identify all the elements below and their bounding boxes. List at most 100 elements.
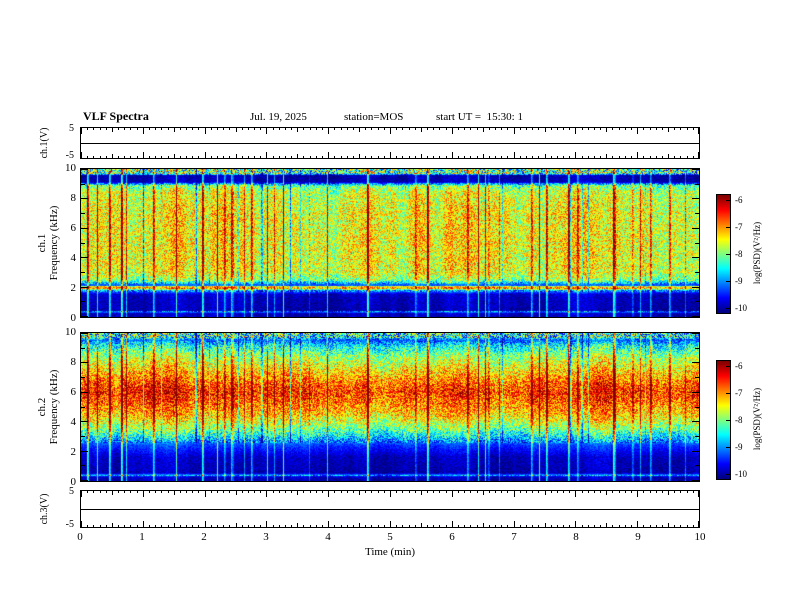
tick-mark: [600, 156, 601, 158]
tick-mark: [698, 521, 699, 527]
tick-mark: [656, 525, 657, 527]
tick-mark: [378, 491, 379, 493]
tick-mark: [81, 465, 85, 466]
tick-mark: [698, 491, 699, 497]
tick-mark: [415, 525, 416, 527]
tick-mark: [371, 525, 372, 527]
tick-mark: [557, 525, 558, 527]
colorbar-ch2: [716, 360, 731, 480]
tick-mark: [692, 392, 699, 393]
tick-mark: [545, 523, 546, 527]
x-tick-label: 0: [77, 531, 83, 543]
tick-mark: [612, 128, 613, 130]
tick-mark: [538, 156, 539, 158]
colorbar-tick-label: -6: [735, 195, 743, 206]
tick-mark: [563, 525, 564, 527]
tick-mark: [334, 156, 335, 158]
tick-mark: [631, 156, 632, 158]
tick-mark: [87, 156, 88, 158]
tick-mark: [260, 128, 261, 130]
tick-mark: [254, 156, 255, 158]
tick-mark: [495, 525, 496, 527]
tick-mark: [470, 491, 471, 493]
tick-mark: [371, 128, 372, 130]
tick-mark: [81, 287, 88, 288]
tick-mark: [600, 128, 601, 130]
tick-mark: [693, 128, 694, 130]
tick-mark: [310, 128, 311, 130]
tick-mark: [650, 156, 651, 158]
tick-mark: [223, 128, 224, 130]
tick-mark: [695, 436, 699, 437]
tick-mark: [236, 491, 237, 495]
tick-mark: [106, 491, 107, 493]
tick-mark: [439, 156, 440, 158]
tick-mark: [291, 525, 292, 527]
y-tick-label: 2: [70, 446, 77, 458]
tick-mark: [310, 525, 311, 527]
tick-mark: [390, 491, 391, 497]
tick-mark: [692, 287, 699, 288]
tick-mark: [390, 152, 391, 158]
tick-mark: [612, 525, 613, 527]
tick-mark: [322, 128, 323, 130]
tick-mark: [143, 521, 144, 527]
colorbar-ch2-gradient: [717, 361, 730, 479]
tick-mark: [205, 521, 206, 527]
tick-mark: [637, 152, 638, 158]
tick-mark: [415, 156, 416, 158]
tick-mark: [248, 491, 249, 493]
tick-mark: [303, 128, 304, 130]
tick-mark: [81, 377, 85, 378]
tick-mark: [192, 525, 193, 527]
tick-mark: [161, 128, 162, 130]
tick-mark: [168, 128, 169, 130]
tick-mark: [477, 491, 478, 493]
tick-mark: [483, 491, 484, 495]
tick-mark: [359, 154, 360, 158]
tick-mark: [452, 152, 453, 158]
tick-mark: [489, 128, 490, 130]
tick-mark: [334, 491, 335, 493]
tick-mark: [698, 128, 699, 134]
tick-mark: [174, 128, 175, 132]
tick-mark: [279, 525, 280, 527]
tick-mark: [680, 491, 681, 493]
tick-mark: [557, 491, 558, 493]
tick-mark: [81, 213, 85, 214]
tick-mark: [692, 316, 699, 317]
tick-mark: [464, 128, 465, 130]
tick-mark: [192, 491, 193, 493]
tick-mark: [93, 491, 94, 493]
tick-mark: [507, 156, 508, 158]
tick-mark: [87, 491, 88, 493]
tick-mark: [118, 491, 119, 493]
tick-mark: [81, 509, 85, 510]
colorbar-ch1-gradient: [717, 195, 730, 313]
ch2-spectrogram-image: [81, 333, 699, 481]
tick-mark: [112, 128, 113, 132]
colorbar-ch1: [716, 194, 731, 314]
tick-mark: [137, 156, 138, 158]
tick-mark: [514, 491, 515, 497]
tick-mark: [625, 156, 626, 158]
tick-mark: [81, 480, 88, 481]
tick-mark: [211, 156, 212, 158]
tick-mark: [87, 128, 88, 130]
tick-mark: [124, 491, 125, 493]
tick-mark: [698, 152, 699, 158]
tick-mark: [198, 491, 199, 493]
tick-mark: [427, 491, 428, 493]
tick-mark: [347, 491, 348, 493]
tick-mark: [341, 491, 342, 493]
tick-mark: [192, 128, 193, 130]
tick-mark: [483, 523, 484, 527]
tick-mark: [328, 152, 329, 158]
tick-mark: [650, 491, 651, 493]
tick-mark: [600, 491, 601, 493]
tick-mark: [81, 243, 85, 244]
tick-mark: [692, 228, 699, 229]
tick-mark: [260, 525, 261, 527]
tick-mark: [180, 525, 181, 527]
tick-mark: [446, 156, 447, 158]
